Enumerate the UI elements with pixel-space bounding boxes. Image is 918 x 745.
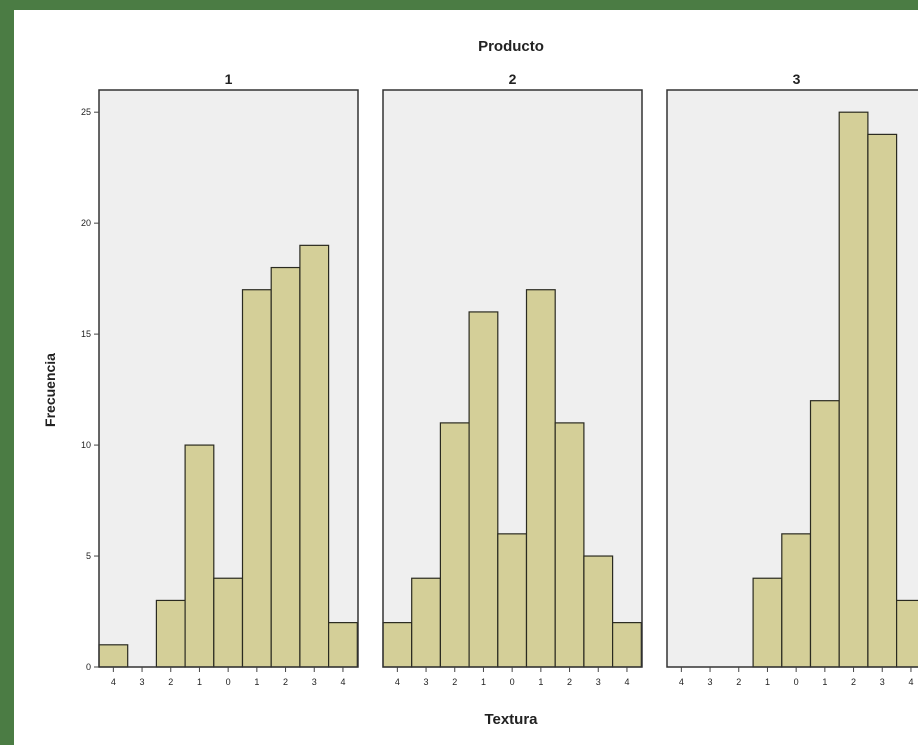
- x-tick-label: 0: [510, 677, 515, 687]
- x-tick-label: 1: [197, 677, 202, 687]
- x-tick-label: 4: [908, 677, 913, 687]
- histogram-bar: [155, 599, 186, 668]
- x-tick-label: 3: [312, 677, 317, 687]
- histogram-bar: [554, 422, 585, 668]
- x-tick-label: 0: [794, 677, 799, 687]
- x-tick-label: 1: [254, 677, 259, 687]
- histogram-bar: [867, 133, 898, 668]
- histogram-bar: [98, 644, 129, 668]
- histogram-bar: [809, 400, 840, 668]
- y-axis-label: Frecuencia: [42, 353, 58, 427]
- x-tick-label: 2: [168, 677, 173, 687]
- histogram-bar: [382, 622, 413, 668]
- y-tick-label: 20: [81, 218, 91, 228]
- panel-2: 2 4 3 2 1 0 1 2 3 4: [382, 71, 643, 687]
- y-tick-label: 5: [86, 551, 91, 561]
- y-tick-label: 10: [81, 440, 91, 450]
- panel-3: 3 4 3 2 1 0 1 2 3 4: [666, 71, 918, 687]
- x-tick-label: 2: [452, 677, 457, 687]
- histogram-bar: [468, 311, 499, 668]
- histogram-bar: [611, 622, 642, 668]
- x-tick-label: 3: [140, 677, 145, 687]
- x-tick-label: 3: [880, 677, 885, 687]
- x-tick-label: 1: [481, 677, 486, 687]
- histogram-bar: [241, 289, 272, 668]
- x-tick-label: 4: [395, 677, 400, 687]
- histogram-bar: [525, 289, 556, 668]
- x-tick-label: 3: [596, 677, 601, 687]
- y-tick-label: 0: [86, 662, 91, 672]
- x-tick-label: 2: [283, 677, 288, 687]
- x-tick-label: 2: [851, 677, 856, 687]
- histogram-bar: [213, 577, 244, 668]
- x-tick-label: 4: [111, 677, 116, 687]
- x-tick-label: 0: [226, 677, 231, 687]
- histogram-bar: [299, 244, 330, 668]
- panel-label: 2: [509, 71, 517, 87]
- x-tick-label: 2: [736, 677, 741, 687]
- x-tick-label: 4: [624, 677, 629, 687]
- chart-title: Producto: [478, 38, 544, 55]
- x-tick-label: 4: [679, 677, 684, 687]
- panel-1: 1 4 3 2 1 0 1 2 3 4: [98, 71, 359, 687]
- x-tick-label: 3: [708, 677, 713, 687]
- x-tick-label: 1: [538, 677, 543, 687]
- x-tick-label: 1: [765, 677, 770, 687]
- x-tick-label: 3: [424, 677, 429, 687]
- x-tick-label: 1: [822, 677, 827, 687]
- histogram-bar: [895, 599, 918, 668]
- histogram-bar: [439, 422, 470, 668]
- histogram-bar: [184, 444, 215, 668]
- histogram-bar: [781, 533, 812, 668]
- histogram-bar: [497, 533, 528, 668]
- faceted-histogram: Producto Frecuencia Textura 14 3 2 1 0 1 2 3 424…: [42, 38, 918, 728]
- panel-label: 1: [225, 71, 233, 87]
- panel-label: 3: [793, 71, 801, 87]
- histogram-bar: [583, 555, 614, 668]
- x-tick-label: 2: [567, 677, 572, 687]
- histogram-bar: [328, 622, 358, 668]
- x-tick-label: 4: [340, 677, 345, 687]
- x-axis-label: Textura: [484, 711, 538, 728]
- histogram-bar: [752, 577, 783, 668]
- histogram-bar: [411, 577, 442, 668]
- y-tick-label: 15: [81, 329, 91, 339]
- y-tick-label: 25: [81, 107, 91, 117]
- histogram-bar: [270, 266, 301, 668]
- histogram-bar: [838, 111, 869, 668]
